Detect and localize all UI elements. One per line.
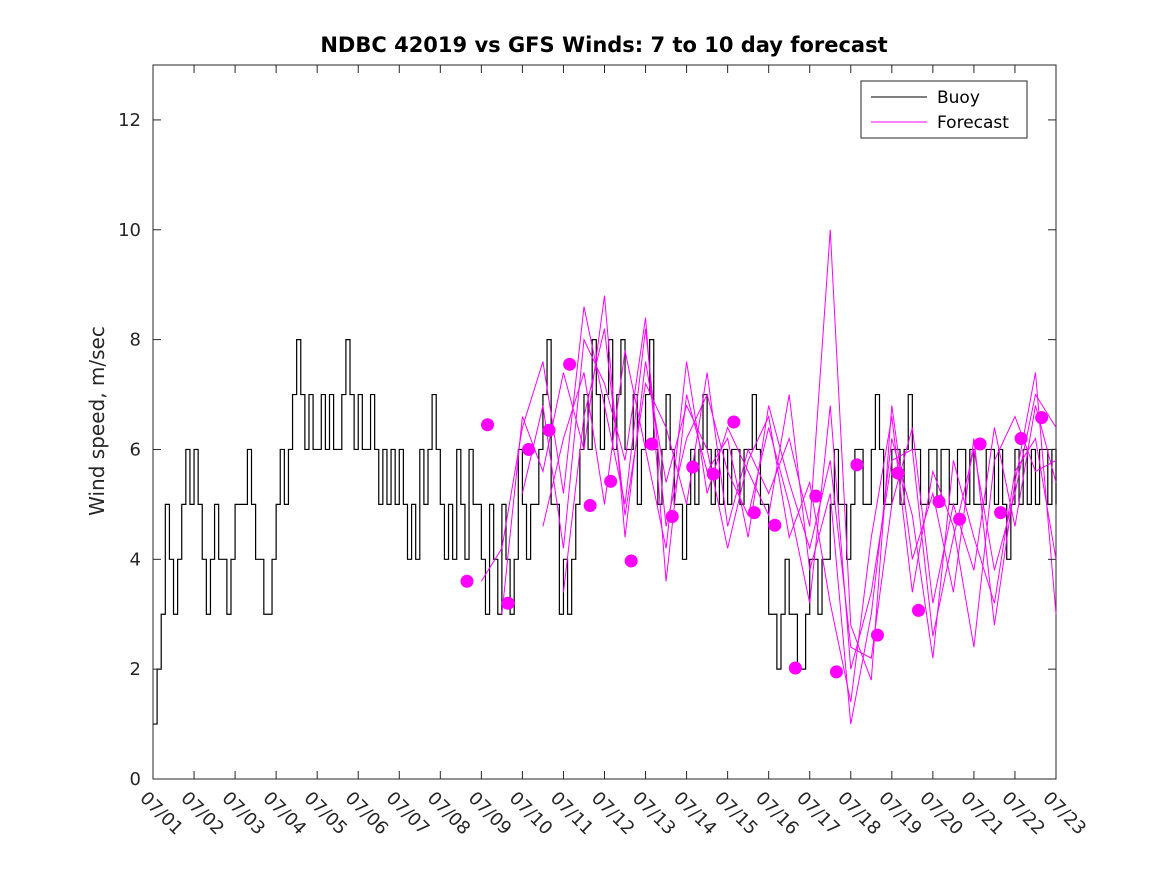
- x-tick-label: 07/13: [628, 788, 680, 840]
- x-tick-label: 07/23: [1038, 788, 1090, 840]
- forecast-series: [480, 229, 1057, 725]
- x-tick-label: 07/10: [505, 788, 557, 840]
- forecast-marker-8: [604, 474, 618, 488]
- x-tick-label: 07/15: [710, 788, 762, 840]
- legend-buoy-label: Buoy: [937, 88, 980, 108]
- x-tick-label: 07/20: [915, 788, 967, 840]
- x-tick-label: 07/18: [833, 788, 885, 840]
- y-tick-label: 0: [130, 769, 141, 790]
- forecast-marker-11: [665, 509, 679, 523]
- forecast-marker-3: [501, 596, 515, 610]
- forecast-marker-17: [788, 661, 802, 675]
- y-tick-label: 10: [118, 220, 141, 241]
- forecast-marker-28: [1014, 431, 1028, 445]
- forecast-marker-18: [809, 489, 823, 503]
- y-tick-label: 12: [118, 110, 141, 131]
- y-tick-label: 4: [130, 549, 141, 570]
- x-tick-label: 07/11: [546, 788, 598, 840]
- forecast-line-3: [521, 317, 1057, 659]
- x-tick-label: 07/16: [751, 788, 803, 840]
- forecast-marker-1: [460, 574, 474, 588]
- x-tick-label: 07/06: [341, 788, 393, 840]
- forecast-marker-5: [542, 423, 556, 437]
- forecast-marker-19: [829, 665, 843, 679]
- forecast-marker-27: [994, 506, 1008, 520]
- y-axis-label: Wind speed, m/sec: [85, 326, 109, 516]
- x-tick-label: 07/17: [792, 788, 844, 840]
- forecast-marker-14: [727, 415, 741, 429]
- x-tick-label: 07/01: [135, 788, 187, 840]
- x-tick-label: 07/03: [218, 788, 270, 840]
- forecast-marker-21: [870, 628, 884, 642]
- x-tick-label: 07/07: [382, 788, 434, 840]
- legend: Buoy Forecast: [860, 80, 1028, 139]
- forecast-marker-13: [706, 467, 720, 481]
- forecast-line-5: [562, 229, 1057, 681]
- forecast-marker-16: [768, 518, 782, 532]
- legend-forecast-label: Forecast: [937, 113, 1009, 133]
- plot-area: 02468101207/0107/0207/0307/0407/0507/060…: [118, 64, 1090, 840]
- forecast-marker-22: [891, 466, 905, 480]
- forecast-marker-29: [1035, 411, 1049, 425]
- forecast-markers: [460, 357, 1049, 679]
- buoy-line: [153, 339, 1057, 725]
- forecast-marker-2: [481, 418, 495, 432]
- y-tick-label: 8: [130, 330, 141, 351]
- buoy-series: [153, 339, 1057, 725]
- forecast-marker-15: [747, 506, 761, 520]
- chart-title: NDBC 42019 vs GFS Winds: 7 to 10 day for…: [320, 33, 887, 57]
- x-tick-label: 07/08: [423, 788, 475, 840]
- forecast-marker-25: [953, 512, 967, 526]
- forecast-marker-4: [522, 442, 536, 456]
- x-tick-label: 07/04: [259, 788, 311, 840]
- forecast-marker-6: [563, 357, 577, 371]
- x-tick-label: 07/14: [669, 788, 721, 840]
- forecast-marker-10: [645, 437, 659, 451]
- x-tick-label: 07/21: [956, 788, 1008, 840]
- y-tick-label: 2: [130, 659, 141, 680]
- forecast-marker-12: [686, 460, 700, 474]
- forecast-marker-9: [624, 554, 638, 568]
- x-tick-label: 07/09: [464, 788, 516, 840]
- x-tick-label: 07/19: [874, 788, 926, 840]
- forecast-marker-24: [932, 495, 946, 509]
- forecast-marker-23: [911, 603, 925, 617]
- forecast-marker-26: [973, 437, 987, 451]
- forecast-line-1: [480, 306, 1057, 670]
- x-tick-label: 07/22: [997, 788, 1049, 840]
- x-tick-label: 07/02: [177, 788, 229, 840]
- x-tick-label: 07/05: [300, 788, 352, 840]
- x-tick-label: 07/12: [587, 788, 639, 840]
- forecast-marker-20: [850, 458, 864, 472]
- forecast-marker-7: [583, 498, 597, 512]
- y-tick-label: 6: [130, 439, 141, 460]
- legend-box: [860, 80, 1028, 139]
